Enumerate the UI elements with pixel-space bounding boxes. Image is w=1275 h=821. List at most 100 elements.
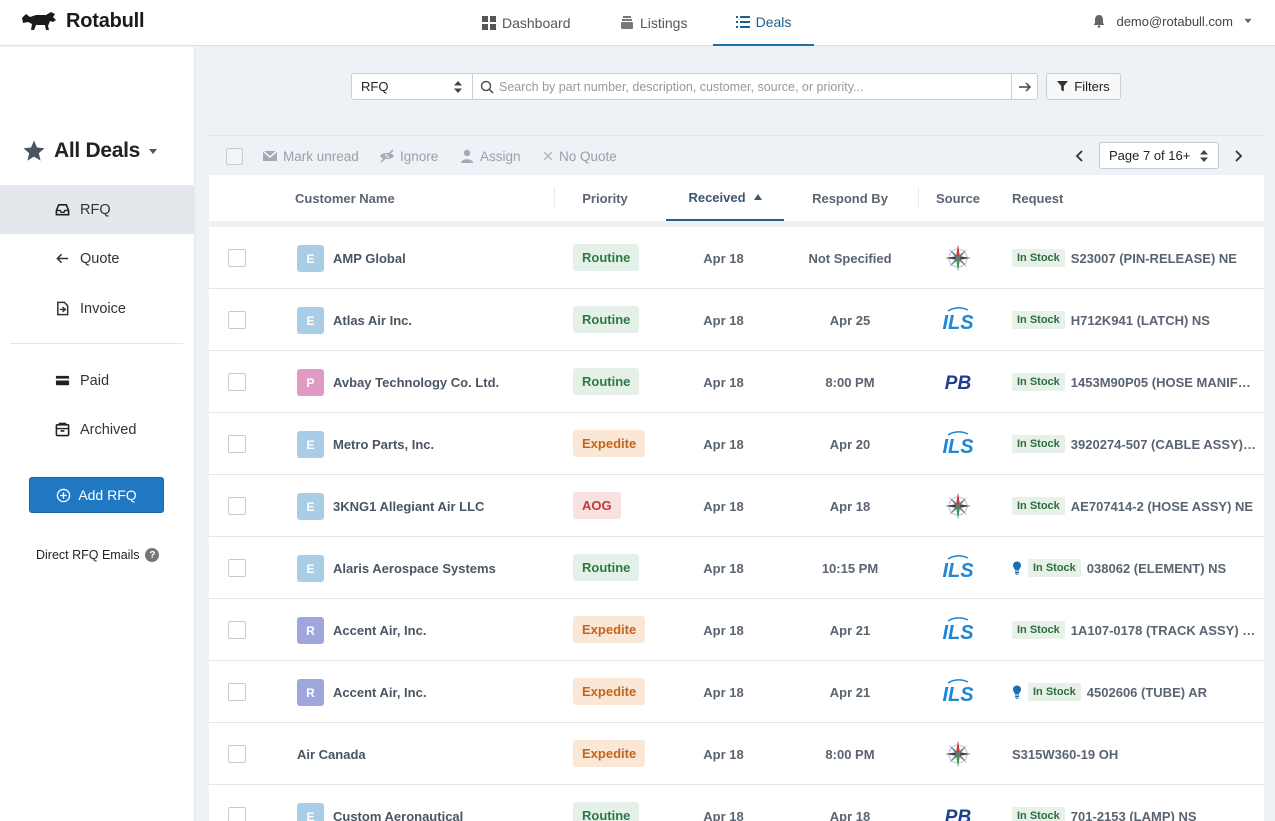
customer-name[interactable]: Metro Parts, Inc. [333, 436, 435, 452]
no-quote-label: No Quote [559, 148, 617, 164]
column-header-source[interactable]: Source [926, 175, 990, 221]
sidebar-item-rfq[interactable]: RFQ [0, 185, 195, 234]
row-checkbox[interactable] [228, 435, 246, 453]
assign-button[interactable]: Assign [459, 136, 521, 176]
customer-name[interactable]: 3KNG1 Allegiant Air LLC [333, 498, 485, 514]
search-input[interactable] [499, 79, 1011, 94]
customer-name[interactable]: Accent Air, Inc. [333, 622, 427, 638]
request-cell[interactable]: In Stock 1453M90P05 (HOSE MANIFOLD) NE [1012, 351, 1257, 413]
sidebar-item-archived[interactable]: Archived [0, 405, 195, 454]
request-cell[interactable]: In Stock 701-2153 (LAMP) NS [1012, 785, 1257, 821]
record-type-select[interactable]: RFQ [351, 73, 473, 100]
column-header-label: Request [1012, 190, 1064, 206]
customer-name[interactable]: Custom Aeronautical [333, 808, 464, 821]
request-cell[interactable]: In Stock H712K941 (LATCH) NS [1012, 289, 1257, 351]
search-field[interactable] [472, 73, 1012, 100]
source-logo [934, 490, 982, 522]
table-row[interactable]: E 3KNG1 Allegiant Air LLC AOG Apr 18 Apr… [209, 475, 1264, 537]
table-row[interactable]: R Accent Air, Inc. Expedite Apr 18 Apr 2… [209, 599, 1264, 661]
tab-deals[interactable]: Deals [713, 0, 814, 46]
row-checkbox[interactable] [228, 683, 246, 701]
stack-icon [621, 16, 633, 29]
column-header-respond-by[interactable]: Respond By [782, 175, 918, 221]
customer-name[interactable]: Accent Air, Inc. [333, 684, 427, 700]
record-type-value: RFQ [361, 79, 389, 94]
request-part-number: 3920274-507 (CABLE ASSY) OH [1070, 436, 1257, 452]
request-cell[interactable]: In Stock AE707414-2 (HOSE ASSY) NE [1012, 475, 1257, 537]
sidebar-item-quote[interactable]: Quote [0, 234, 195, 283]
customer-name[interactable]: Atlas Air Inc. [333, 312, 412, 328]
brand[interactable]: Rotabull [20, 8, 145, 34]
select-all-checkbox[interactable] [226, 148, 243, 165]
sidebar-item-paid[interactable]: Paid [0, 356, 195, 405]
respond-by: Apr 18 [829, 808, 871, 821]
request-cell[interactable]: In Stock S23007 (PIN-RELEASE) NE [1012, 227, 1257, 289]
filters-button[interactable]: Filters [1046, 73, 1121, 100]
add-rfq-button[interactable]: Add RFQ [29, 477, 164, 513]
ils-logo-icon: ILS [942, 617, 974, 644]
column-header-received[interactable]: Received [666, 175, 784, 221]
column-header-label: Received [688, 189, 746, 205]
priority-badge: Expedite [573, 616, 646, 643]
select-arrows-icon [454, 81, 462, 93]
customer-name[interactable]: Air Canada [297, 746, 366, 762]
customer-name[interactable]: AMP Global [333, 250, 406, 266]
column-header-customer[interactable]: Customer Name [295, 175, 395, 221]
table-row[interactable]: Air Canada Expedite Apr 18 8:00 PM S315W… [209, 723, 1264, 785]
sidebar-item-invoice[interactable]: Invoice [0, 284, 195, 333]
chevron-left-icon[interactable] [1073, 148, 1087, 164]
envelope-icon [262, 150, 278, 161]
table-row[interactable]: R Accent Air, Inc. Expedite Apr 18 Apr 2… [209, 661, 1264, 723]
x-icon [543, 151, 553, 161]
eye-slash-icon [380, 149, 394, 163]
all-deals-dropdown[interactable]: All Deals [22, 139, 158, 163]
table-row[interactable]: E Custom Aeronautical Routine Apr 18 Apr… [209, 785, 1264, 821]
column-header-request[interactable]: Request [1012, 175, 1063, 221]
table-row[interactable]: E AMP Global Routine Apr 18 Not Specifie… [209, 227, 1264, 289]
table-row[interactable]: E Atlas Air Inc. Routine Apr 18 Apr 25 I… [209, 289, 1264, 351]
customer-name[interactable]: Avbay Technology Co. Ltd. [333, 374, 500, 390]
received-date: Apr 18 [703, 498, 744, 514]
tab-listings[interactable]: Listings [620, 0, 687, 46]
help-icon[interactable]: ? [145, 548, 160, 562]
respond-by: 10:15 PM [821, 560, 879, 576]
column-header-priority[interactable]: Priority [555, 175, 655, 221]
ignore-button[interactable]: Ignore [379, 136, 438, 176]
user-menu[interactable]: demo@rotabull.com [1092, 0, 1253, 42]
search-submit-button[interactable] [1011, 73, 1038, 100]
table-row[interactable]: P Avbay Technology Co. Ltd. Routine Apr … [209, 351, 1264, 413]
row-checkbox[interactable] [228, 807, 246, 821]
row-checkbox[interactable] [228, 745, 246, 763]
tab-dashboard[interactable]: Dashboard [482, 0, 571, 46]
row-checkbox[interactable] [228, 373, 246, 391]
sidebar-item-label: Quote [80, 250, 120, 267]
row-checkbox[interactable] [228, 311, 246, 329]
request-cell[interactable]: In Stock 1A107-0178 (TRACK ASSY) NE [1012, 599, 1257, 661]
no-quote-button[interactable]: No Quote [542, 136, 617, 176]
chevron-right-icon[interactable] [1231, 148, 1245, 164]
request-cell[interactable]: In Stock 4502606 (TUBE) AR [1012, 661, 1257, 723]
row-checkbox[interactable] [228, 249, 246, 267]
select-arrows-icon [1200, 150, 1208, 162]
respond-by: 8:00 PM [825, 746, 875, 762]
sidebar-divider [10, 343, 183, 344]
request-cell[interactable]: S315W360-19 OH [1012, 723, 1257, 785]
request-cell[interactable]: In Stock 038062 (ELEMENT) NS [1012, 537, 1257, 599]
request-part-number: S23007 (PIN-RELEASE) NE [1070, 250, 1237, 266]
direct-rfq-emails-link[interactable]: Direct RFQ Emails ? [36, 548, 160, 562]
bell-icon[interactable] [1092, 14, 1106, 28]
svg-text:PB: PB [945, 807, 972, 821]
row-checkbox[interactable] [228, 559, 246, 577]
compass-logo-icon [945, 493, 971, 519]
row-checkbox[interactable] [228, 621, 246, 639]
in-stock-badge: In Stock [1012, 373, 1065, 391]
customer-name[interactable]: Alaris Aerospace Systems [333, 560, 496, 576]
in-stock-badge: In Stock [1012, 435, 1065, 453]
mark-unread-button[interactable]: Mark unread [262, 136, 359, 176]
table-row[interactable]: E Metro Parts, Inc. Expedite Apr 18 Apr … [209, 413, 1264, 475]
request-cell[interactable]: In Stock 3920274-507 (CABLE ASSY) OH [1012, 413, 1257, 475]
row-checkbox[interactable] [228, 497, 246, 515]
table-row[interactable]: E Alaris Aerospace Systems Routine Apr 1… [209, 537, 1264, 599]
page-select[interactable]: Page 7 of 16+ [1099, 142, 1219, 169]
priority-badge: Routine [573, 554, 640, 581]
